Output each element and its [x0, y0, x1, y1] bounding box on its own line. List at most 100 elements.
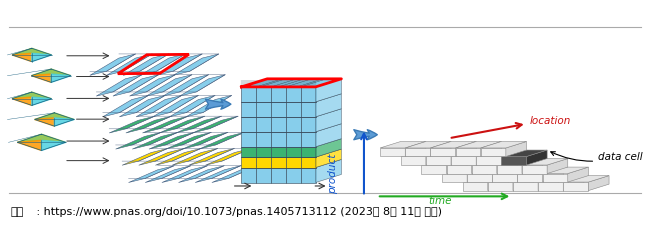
Polygon shape	[455, 142, 476, 156]
Polygon shape	[119, 95, 165, 117]
Polygon shape	[271, 168, 286, 182]
Polygon shape	[241, 147, 256, 157]
Polygon shape	[316, 139, 341, 157]
Polygon shape	[476, 156, 501, 165]
Polygon shape	[165, 132, 211, 149]
Polygon shape	[286, 168, 300, 182]
Polygon shape	[35, 113, 74, 119]
Polygon shape	[426, 150, 472, 156]
Polygon shape	[12, 97, 31, 105]
Polygon shape	[401, 156, 426, 165]
Polygon shape	[513, 176, 559, 182]
Polygon shape	[442, 167, 488, 173]
Polygon shape	[543, 167, 564, 182]
Polygon shape	[492, 167, 513, 182]
Polygon shape	[426, 150, 447, 165]
Polygon shape	[146, 75, 192, 96]
Polygon shape	[126, 116, 171, 133]
Polygon shape	[17, 134, 66, 142]
Polygon shape	[180, 75, 225, 96]
Polygon shape	[300, 87, 316, 102]
Polygon shape	[316, 94, 341, 117]
Polygon shape	[481, 148, 506, 156]
Polygon shape	[488, 176, 533, 182]
Polygon shape	[492, 173, 518, 182]
Polygon shape	[109, 116, 155, 133]
Polygon shape	[481, 142, 527, 148]
Polygon shape	[212, 166, 258, 182]
Polygon shape	[139, 148, 184, 165]
Polygon shape	[316, 79, 341, 102]
Polygon shape	[564, 182, 588, 191]
Polygon shape	[256, 147, 271, 157]
Polygon shape	[149, 132, 195, 149]
Polygon shape	[172, 148, 218, 165]
Polygon shape	[543, 167, 588, 173]
Polygon shape	[300, 102, 316, 117]
Polygon shape	[467, 167, 513, 173]
Polygon shape	[241, 132, 256, 147]
Polygon shape	[300, 117, 316, 132]
Polygon shape	[241, 79, 341, 87]
Polygon shape	[271, 132, 286, 147]
Polygon shape	[547, 159, 568, 173]
Polygon shape	[447, 159, 467, 173]
Polygon shape	[271, 117, 286, 132]
Polygon shape	[476, 150, 522, 156]
Polygon shape	[169, 95, 215, 117]
Polygon shape	[513, 176, 533, 191]
Polygon shape	[518, 167, 538, 182]
Polygon shape	[430, 142, 451, 156]
Polygon shape	[426, 156, 451, 165]
Polygon shape	[522, 159, 543, 173]
Polygon shape	[35, 118, 54, 126]
Polygon shape	[492, 167, 538, 173]
Polygon shape	[316, 160, 341, 182]
Polygon shape	[538, 176, 584, 182]
Polygon shape	[405, 142, 426, 156]
Polygon shape	[41, 140, 66, 150]
Text: time: time	[428, 196, 451, 206]
Polygon shape	[205, 148, 251, 165]
Polygon shape	[300, 147, 316, 157]
Polygon shape	[405, 148, 430, 156]
Polygon shape	[447, 165, 472, 173]
Polygon shape	[447, 159, 492, 165]
Polygon shape	[271, 87, 286, 102]
Polygon shape	[271, 147, 286, 157]
Polygon shape	[90, 54, 136, 75]
Polygon shape	[316, 124, 341, 147]
Polygon shape	[286, 117, 300, 132]
Polygon shape	[136, 95, 182, 117]
Polygon shape	[155, 148, 201, 165]
Polygon shape	[506, 142, 527, 156]
Polygon shape	[488, 182, 513, 191]
Polygon shape	[380, 142, 426, 148]
Polygon shape	[129, 166, 174, 182]
Polygon shape	[106, 54, 152, 75]
Polygon shape	[133, 132, 178, 149]
Polygon shape	[543, 173, 568, 182]
Polygon shape	[538, 182, 564, 191]
Polygon shape	[462, 176, 508, 182]
Polygon shape	[241, 87, 256, 102]
Polygon shape	[522, 165, 547, 173]
Polygon shape	[241, 168, 256, 182]
Polygon shape	[256, 132, 271, 147]
Polygon shape	[241, 117, 256, 132]
Polygon shape	[256, 102, 271, 117]
Polygon shape	[472, 159, 492, 173]
Polygon shape	[497, 159, 518, 173]
Polygon shape	[401, 150, 447, 156]
Polygon shape	[195, 166, 241, 182]
Polygon shape	[186, 95, 232, 117]
Polygon shape	[501, 156, 527, 165]
Polygon shape	[467, 167, 488, 182]
Polygon shape	[430, 148, 455, 156]
Polygon shape	[316, 109, 341, 132]
Polygon shape	[157, 54, 202, 75]
Polygon shape	[472, 165, 497, 173]
Polygon shape	[300, 168, 316, 182]
Polygon shape	[162, 166, 207, 182]
Polygon shape	[159, 116, 205, 133]
